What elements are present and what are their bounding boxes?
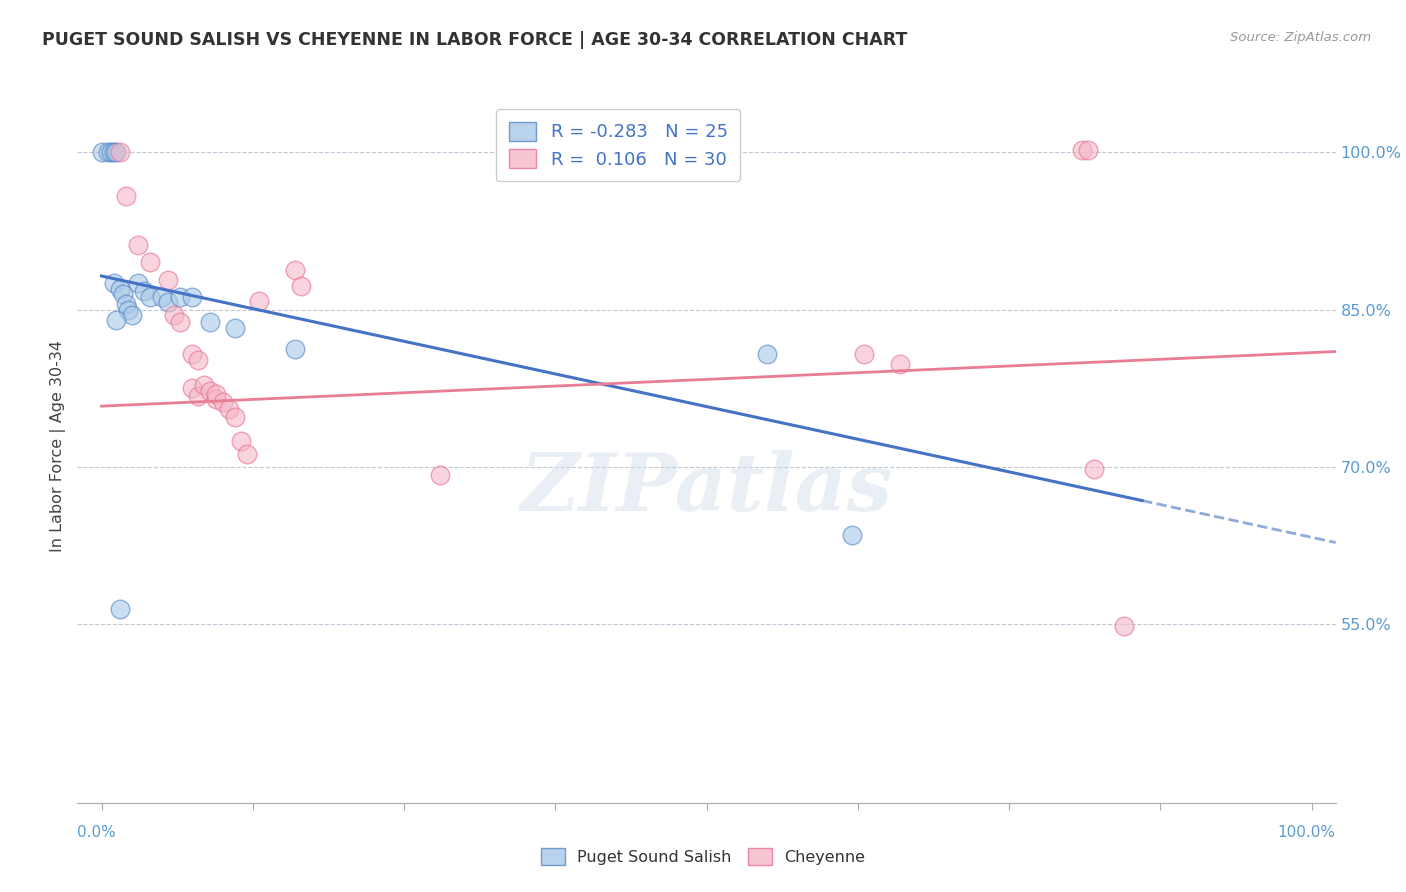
Point xyxy=(139,255,162,269)
Point xyxy=(429,468,451,483)
Point xyxy=(97,145,120,160)
Point xyxy=(200,315,222,329)
Point xyxy=(108,601,131,615)
Point xyxy=(290,279,312,293)
Legend: Puget Sound Salish, Cheyenne: Puget Sound Salish, Cheyenne xyxy=(533,840,873,873)
Point xyxy=(117,302,139,317)
Point xyxy=(108,282,131,296)
Text: ZIPatlas: ZIPatlas xyxy=(520,450,893,527)
Point xyxy=(139,290,162,304)
Point xyxy=(121,308,143,322)
Point xyxy=(224,409,246,424)
Point xyxy=(127,237,149,252)
Point xyxy=(100,145,122,160)
Point xyxy=(200,384,222,399)
Point xyxy=(90,145,112,160)
Point xyxy=(1077,143,1099,157)
Point xyxy=(205,386,228,401)
Point xyxy=(157,295,180,310)
Point xyxy=(127,277,149,291)
Point xyxy=(205,392,228,406)
Point xyxy=(181,290,204,304)
Point xyxy=(181,346,204,360)
Point xyxy=(756,346,779,360)
Point xyxy=(187,353,209,368)
Point xyxy=(105,313,128,327)
Point xyxy=(114,297,136,311)
Legend: R = -0.283   N = 25, R =  0.106   N = 30: R = -0.283 N = 25, R = 0.106 N = 30 xyxy=(496,109,741,181)
Text: Source: ZipAtlas.com: Source: ZipAtlas.com xyxy=(1230,31,1371,45)
Point xyxy=(114,189,136,203)
Point xyxy=(157,273,180,287)
Point xyxy=(1083,462,1105,476)
Point xyxy=(169,315,191,329)
Point xyxy=(841,528,863,542)
Y-axis label: In Labor Force | Age 30-34: In Labor Force | Age 30-34 xyxy=(51,340,66,552)
Point xyxy=(284,262,307,277)
Text: PUGET SOUND SALISH VS CHEYENNE IN LABOR FORCE | AGE 30-34 CORRELATION CHART: PUGET SOUND SALISH VS CHEYENNE IN LABOR … xyxy=(42,31,907,49)
Point xyxy=(108,145,131,160)
Point xyxy=(284,343,307,357)
Point xyxy=(132,284,155,298)
Point xyxy=(224,321,246,335)
Point xyxy=(218,402,240,417)
Point xyxy=(187,389,209,403)
Point xyxy=(181,381,204,395)
Point xyxy=(150,290,173,304)
Point xyxy=(103,145,125,160)
Point xyxy=(163,308,186,322)
Point xyxy=(1070,143,1092,157)
Point xyxy=(193,378,215,392)
Point xyxy=(247,294,270,309)
Text: 100.0%: 100.0% xyxy=(1278,825,1336,840)
Text: 0.0%: 0.0% xyxy=(77,825,117,840)
Point xyxy=(103,277,125,291)
Point xyxy=(105,145,128,160)
Point xyxy=(889,357,911,371)
Point xyxy=(229,434,252,448)
Point xyxy=(1112,619,1135,633)
Point xyxy=(112,286,135,301)
Point xyxy=(235,447,257,461)
Point xyxy=(211,395,233,409)
Point xyxy=(169,290,191,304)
Point xyxy=(852,346,875,360)
